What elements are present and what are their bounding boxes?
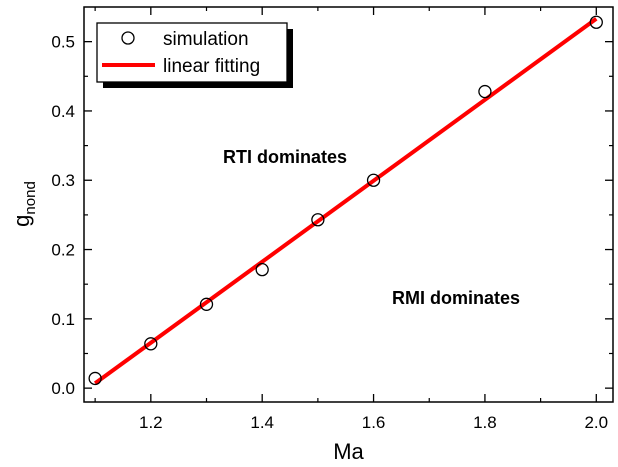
legend: simulation linear fitting — [96, 22, 293, 88]
y-axis-title-main: g — [9, 215, 34, 227]
annotation-text: RTI dominates — [223, 147, 347, 167]
y-tick-label: 0.0 — [51, 379, 75, 398]
x-tick-label: 1.6 — [362, 413, 386, 432]
data-point — [478, 84, 492, 99]
plot-frame — [83, 6, 614, 403]
y-axis-title-subscript: nond — [22, 181, 39, 214]
data-point — [311, 213, 325, 227]
data-point — [199, 297, 214, 311]
y-tick-label: 0.3 — [51, 171, 75, 190]
x-tick-label: 1.2 — [139, 413, 163, 432]
legend-label-simulation: simulation — [163, 29, 249, 50]
y-tick-label: 0.5 — [51, 33, 75, 52]
legend-label-fit: linear fitting — [163, 56, 260, 77]
legend-box — [96, 22, 288, 83]
y-tick-label: 0.2 — [51, 241, 75, 260]
y-tick-label: 0.1 — [51, 310, 75, 329]
x-tick-label: 2.0 — [584, 413, 608, 432]
legend-marker-simulation — [121, 31, 135, 45]
data-point — [589, 15, 603, 29]
axes-layer: 1.2 1.4 1.6 1.8 2.0 0.0 0.1 0.2 0.3 0.4 0.5 Ma gnond — [9, 7, 613, 464]
x-tick-label: 1.8 — [473, 413, 497, 432]
x-tick-label: 1.4 — [250, 413, 274, 432]
data-point — [255, 262, 269, 277]
y-axis-title: gnond — [9, 181, 39, 227]
data-point — [88, 371, 102, 386]
plot-frame-layer — [83, 6, 614, 403]
annotations-layer: RTI dominates RMI dominates — [223, 147, 520, 308]
fit-line — [93, 17, 598, 385]
annotation-text: RMI dominates — [392, 288, 520, 308]
data-point — [144, 337, 158, 351]
series-layer — [88, 15, 603, 386]
y-tick-label: 0.4 — [51, 102, 75, 121]
data-point — [366, 173, 381, 187]
x-axis-title: Ma — [333, 439, 364, 464]
